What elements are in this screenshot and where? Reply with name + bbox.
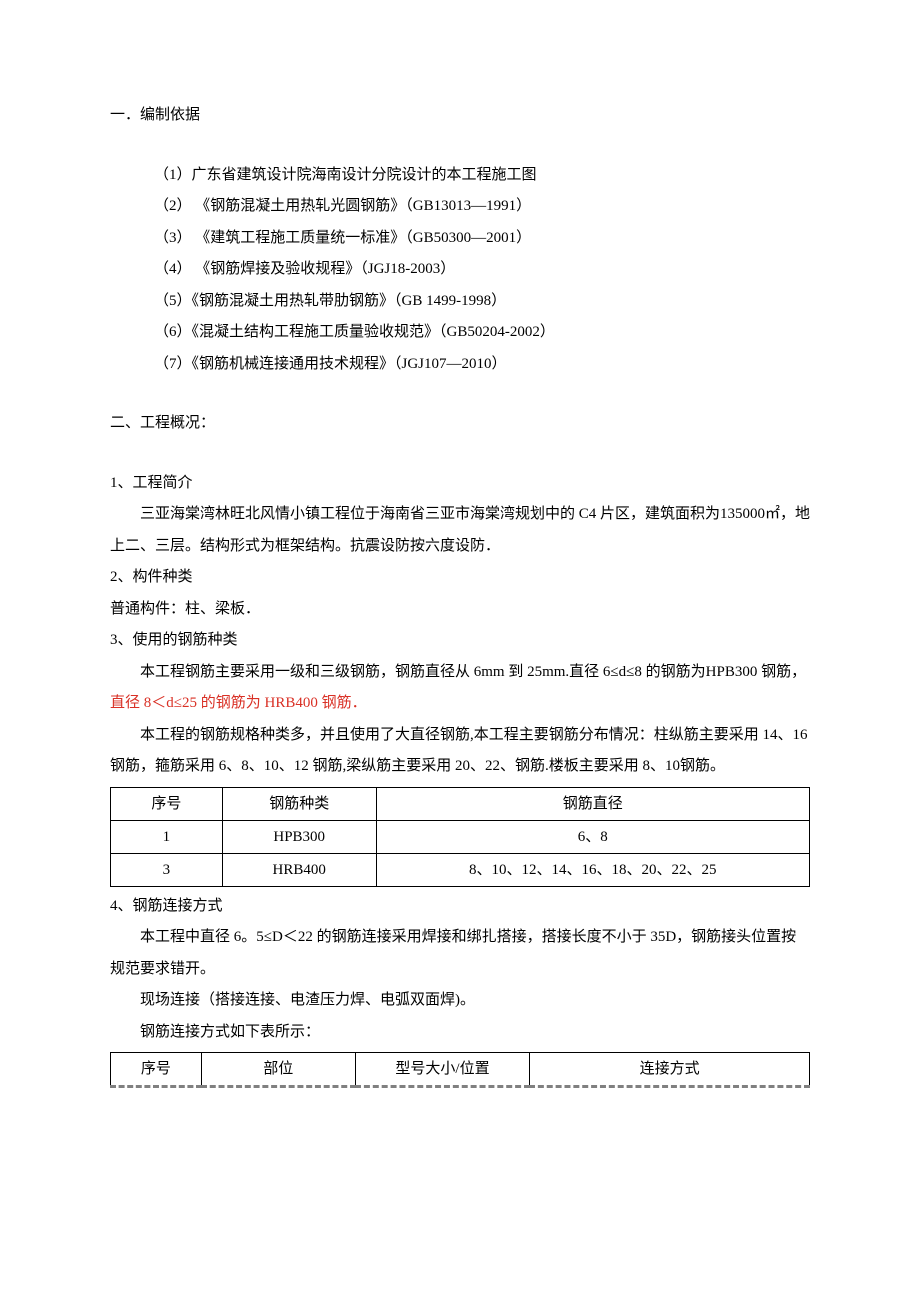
sub-2-title: 2、构件种类 [110,562,810,594]
table-cell: 1 [111,820,223,853]
sub-1-title: 1、工程简介 [110,468,810,500]
table-row: 1 HPB300 6、8 [111,820,810,853]
document-page: 一．编制依据 （1）广东省建筑设计院海南设计分院设计的本工程施工图 （2） 《钢… [0,0,920,1302]
basis-list: （1）广东省建筑设计院海南设计分院设计的本工程施工图 （2） 《钢筋混凝土用热轧… [110,160,810,381]
sub-4-para-3: 钢筋连接方式如下表所示： [110,1017,810,1049]
table-header-cell: 钢筋种类 [222,787,376,820]
list-item: （6）《混凝土结构工程施工质量验收规范》（GB50204-2002） [154,317,810,349]
table-cell: 3 [111,853,223,886]
table-row: 序号 钢筋种类 钢筋直径 [111,787,810,820]
list-item: （1）广东省建筑设计院海南设计分院设计的本工程施工图 [154,160,810,192]
sub-1-para: 三亚海棠湾林旺北风情小镇工程位于海南省三亚市海棠湾规划中的 C4 片区，建筑面积… [110,499,810,562]
table-row: 序号 部位 型号大小/位置 连接方式 [111,1053,810,1087]
table-header-cell: 型号大小/位置 [355,1053,530,1087]
sub-3-title: 3、使用的钢筋种类 [110,625,810,657]
list-item: （7）《钢筋机械连接通用技术规程》（JGJ107—2010） [154,349,810,381]
sub-3-para-1b-red: 直径 8＜d≤25 的钢筋为 HRB400 钢筋． [110,695,367,711]
table-header-cell: 序号 [111,1053,202,1087]
list-item: （4） 《钢筋焊接及验收规程》（JGJ18-2003） [154,254,810,286]
sub-4-title: 4、钢筋连接方式 [110,891,810,923]
table-cell: 6、8 [376,820,809,853]
sub-4-para-1: 本工程中直径 6。5≤D＜22 的钢筋连接采用焊接和绑扎搭接，搭接长度不小于 3… [110,922,810,985]
sub-3-para-1: 本工程钢筋主要采用一级和三级钢筋，钢筋直径从 6mm 到 25mm.直径 6≤d… [110,657,810,720]
connection-method-table: 序号 部位 型号大小/位置 连接方式 [110,1052,810,1088]
table-cell: 8、10、12、14、16、18、20、22、25 [376,853,809,886]
sub-3-para-2: 本工程的钢筋规格种类多，并且使用了大直径钢筋,本工程主要钢筋分布情况：柱纵筋主要… [110,720,810,783]
section-1-title: 一．编制依据 [110,100,810,132]
sub-3-para-1a: 本工程钢筋主要采用一级和三级钢筋，钢筋直径从 6mm 到 25mm.直径 6≤d… [140,664,806,680]
table-header-cell: 序号 [111,787,223,820]
table-header-cell: 部位 [201,1053,355,1087]
list-item: （5）《钢筋混凝土用热轧带肋钢筋》（GB 1499-1998） [154,286,810,318]
sub-4-para-2: 现场连接（搭接连接、电渣压力焊、电弧双面焊)。 [110,985,810,1017]
table-cell: HRB400 [222,853,376,886]
table-row: 3 HRB400 8、10、12、14、16、18、20、22、25 [111,853,810,886]
table-header-cell: 钢筋直径 [376,787,809,820]
sub-2-para: 普通构件：柱、梁板． [110,594,810,626]
table-header-cell: 连接方式 [530,1053,810,1087]
list-item: （3） 《建筑工程施工质量统一标准》（GB50300—2001） [154,223,810,255]
table-cell: HPB300 [222,820,376,853]
section-2-title: 二、工程概况： [110,408,810,440]
rebar-type-table: 序号 钢筋种类 钢筋直径 1 HPB300 6、8 3 HRB400 8、10、… [110,787,810,887]
list-item: （2） 《钢筋混凝土用热轧光圆钢筋》（GB13013—1991） [154,191,810,223]
